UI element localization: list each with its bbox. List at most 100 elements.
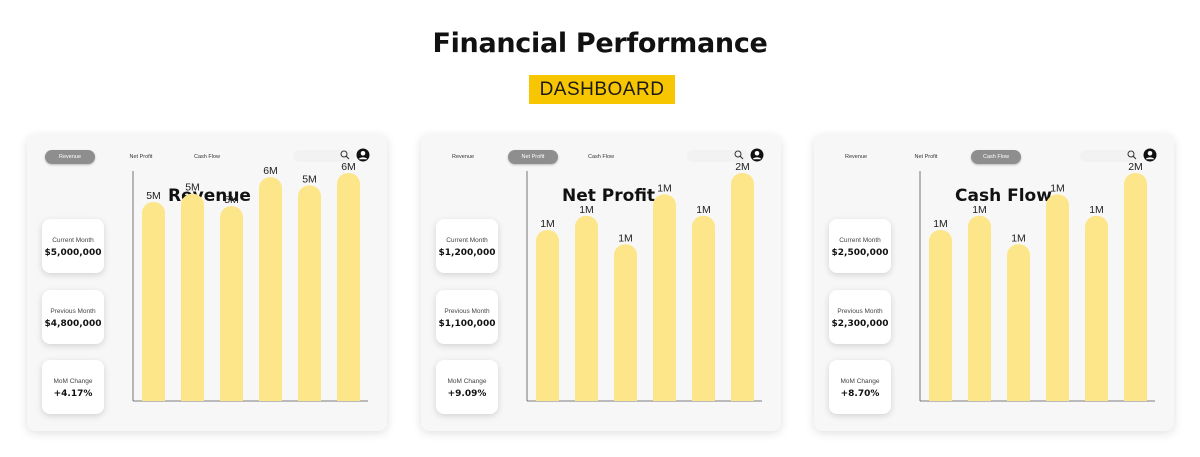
stat-value: +8.70%	[840, 389, 880, 399]
chart-bar	[1085, 215, 1108, 401]
user-avatar-icon[interactable]	[750, 148, 764, 162]
bar-value-label: 5M	[302, 173, 317, 185]
tab-revenue[interactable]: Revenue	[45, 150, 95, 164]
user-avatar-icon[interactable]	[356, 148, 370, 162]
stat-label: MoM Change	[840, 378, 880, 385]
mom-change-card: MoM Change +4.17%	[42, 360, 104, 414]
chart-bar	[220, 206, 243, 401]
chart-bar	[181, 193, 204, 401]
chart-bar-base	[181, 389, 204, 401]
bar-value-label: 2M	[1128, 161, 1143, 173]
bar-value-label: 1M	[972, 204, 987, 216]
chart-bar	[1007, 244, 1030, 401]
stat-value: +9.09%	[447, 389, 487, 399]
net-profit-panel: Revenue Net Profit Cash Flow Current Mon…	[421, 135, 781, 431]
chart-bar-base	[692, 389, 715, 401]
chart-bar-base	[220, 389, 243, 401]
bar-value-label: 1M	[657, 182, 672, 194]
search-icon[interactable]	[734, 150, 744, 160]
stat-value: $4,800,000	[44, 319, 102, 329]
stat-label: Previous Month	[50, 308, 96, 315]
user-avatar-icon[interactable]	[1143, 148, 1157, 162]
revenue-panel: Revenue Net Profit Cash Flow Current Mon…	[27, 135, 387, 431]
stat-value: $1,200,000	[438, 248, 496, 258]
search-icon[interactable]	[1127, 150, 1137, 160]
chart-title: Cash Flow	[955, 186, 1052, 206]
chart-bar-base	[1007, 389, 1030, 401]
bar-value-label: 6M	[341, 161, 356, 173]
chart-bar	[1046, 194, 1069, 401]
chart-bar-base	[929, 389, 952, 401]
stat-value: $5,000,000	[44, 248, 102, 258]
chart-bar	[536, 230, 559, 401]
chart-bar-base	[653, 389, 676, 401]
current-month-card: Current Month $5,000,000	[42, 219, 104, 273]
bar-value-label: 1M	[933, 218, 948, 230]
tab-cash-flow[interactable]: Cash Flow	[194, 154, 220, 160]
previous-month-card: Previous Month $4,800,000	[42, 290, 104, 344]
bar-value-label: 1M	[1050, 182, 1065, 194]
bar-value-label: 1M	[540, 218, 555, 230]
bar-value-label: 1M	[1089, 204, 1104, 216]
chart-bar	[1124, 173, 1147, 401]
chart-bar-base	[536, 389, 559, 401]
chart-bar-base	[731, 389, 754, 401]
stat-value: +4.17%	[53, 389, 93, 399]
chart-bar	[337, 173, 360, 401]
stat-label: Current Month	[52, 237, 94, 244]
bar-value-label: 5M	[185, 182, 200, 194]
chart-bar	[575, 215, 598, 401]
chart-bar	[731, 173, 754, 401]
search-input[interactable]	[687, 150, 749, 162]
stat-label: MoM Change	[53, 378, 93, 385]
stat-value: $1,100,000	[438, 319, 496, 329]
chart-bar-base	[1124, 389, 1147, 401]
bar-value-label: 1M	[618, 232, 633, 244]
chart-bar	[692, 215, 715, 401]
bar-value-label: 1M	[1011, 232, 1026, 244]
current-month-card: Current Month $2,500,000	[829, 219, 891, 273]
cash-flow-panel: Revenue Net Profit Cash Flow Current Mon…	[814, 135, 1174, 431]
chart-bar	[968, 215, 991, 401]
bar-value-label: 5M	[224, 194, 239, 206]
bar-value-label: 1M	[696, 204, 711, 216]
tab-cash-flow[interactable]: Cash Flow	[971, 150, 1021, 164]
tab-net-profit[interactable]: Net Profit	[914, 154, 938, 160]
chart-bar-base	[142, 389, 165, 401]
tab-net-profit[interactable]: Net Profit	[129, 154, 153, 160]
chart-bar-base	[968, 389, 991, 401]
search-input[interactable]	[293, 150, 355, 162]
tab-revenue[interactable]: Revenue	[844, 154, 868, 160]
current-month-card: Current Month $1,200,000	[436, 219, 498, 273]
chart-bar	[653, 194, 676, 401]
tab-revenue[interactable]: Revenue	[451, 154, 475, 160]
search-icon[interactable]	[340, 150, 350, 160]
tab-cash-flow[interactable]: Cash Flow	[588, 154, 614, 160]
mom-change-card: MoM Change +9.09%	[436, 360, 498, 414]
stat-label: Previous Month	[837, 308, 883, 315]
chart-bar-base	[1085, 389, 1108, 401]
chart-bar	[259, 177, 282, 401]
previous-month-card: Previous Month $1,100,000	[436, 290, 498, 344]
bar-value-label: 6M	[263, 165, 278, 177]
chart-bar-base	[614, 389, 637, 401]
previous-month-card: Previous Month $2,300,000	[829, 290, 891, 344]
chart-bar-base	[298, 389, 321, 401]
stat-value: $2,300,000	[831, 319, 889, 329]
mom-change-card: MoM Change +8.70%	[829, 360, 891, 414]
stat-label: Current Month	[839, 237, 881, 244]
page-title: Financial Performance	[432, 28, 768, 59]
chart-bar-base	[259, 389, 282, 401]
chart-bar	[142, 202, 165, 401]
chart-bar-base	[575, 389, 598, 401]
stat-value: $2,500,000	[831, 248, 889, 258]
tab-net-profit[interactable]: Net Profit	[508, 150, 558, 164]
chart-bar	[614, 244, 637, 401]
chart-bar-base	[337, 389, 360, 401]
chart-bar-base	[1046, 389, 1069, 401]
search-input[interactable]	[1080, 150, 1142, 162]
chart-bar	[298, 185, 321, 401]
